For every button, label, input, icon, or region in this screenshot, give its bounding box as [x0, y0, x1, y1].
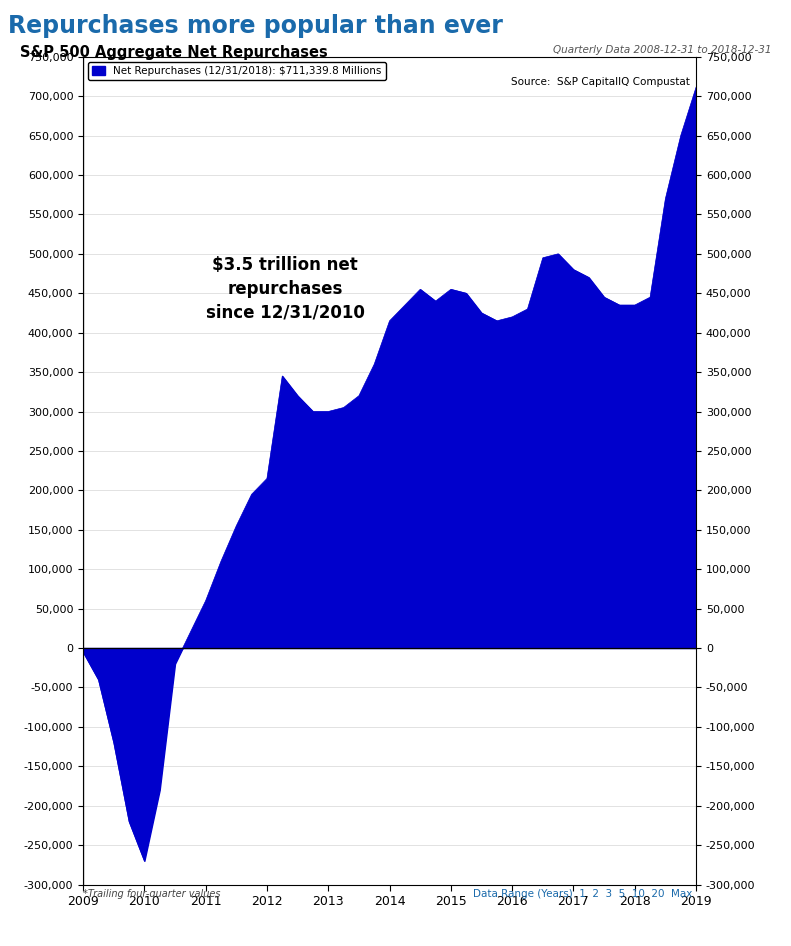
Text: Quarterly Data 2008-12-31 to 2018-12-31: Quarterly Data 2008-12-31 to 2018-12-31: [553, 45, 771, 56]
Legend: Net Repurchases (12/31/2018): $711,339.8 Millions: Net Repurchases (12/31/2018): $711,339.8…: [89, 62, 386, 80]
Text: Source:  S&P CapitalIQ Compustat: Source: S&P CapitalIQ Compustat: [511, 78, 690, 87]
Text: S&P 500 Aggregate Net Repurchases: S&P 500 Aggregate Net Repurchases: [20, 45, 327, 61]
Text: $3.5 trillion net
repurchases
since 12/31/2010: $3.5 trillion net repurchases since 12/3…: [206, 256, 365, 321]
Text: Data Range (Years)  1  2  3  5  10  20  Max: Data Range (Years) 1 2 3 5 10 20 Max: [473, 889, 692, 900]
Text: Repurchases more popular than ever: Repurchases more popular than ever: [8, 14, 503, 38]
Text: *Trailing four-quarter values: *Trailing four-quarter values: [83, 889, 221, 900]
